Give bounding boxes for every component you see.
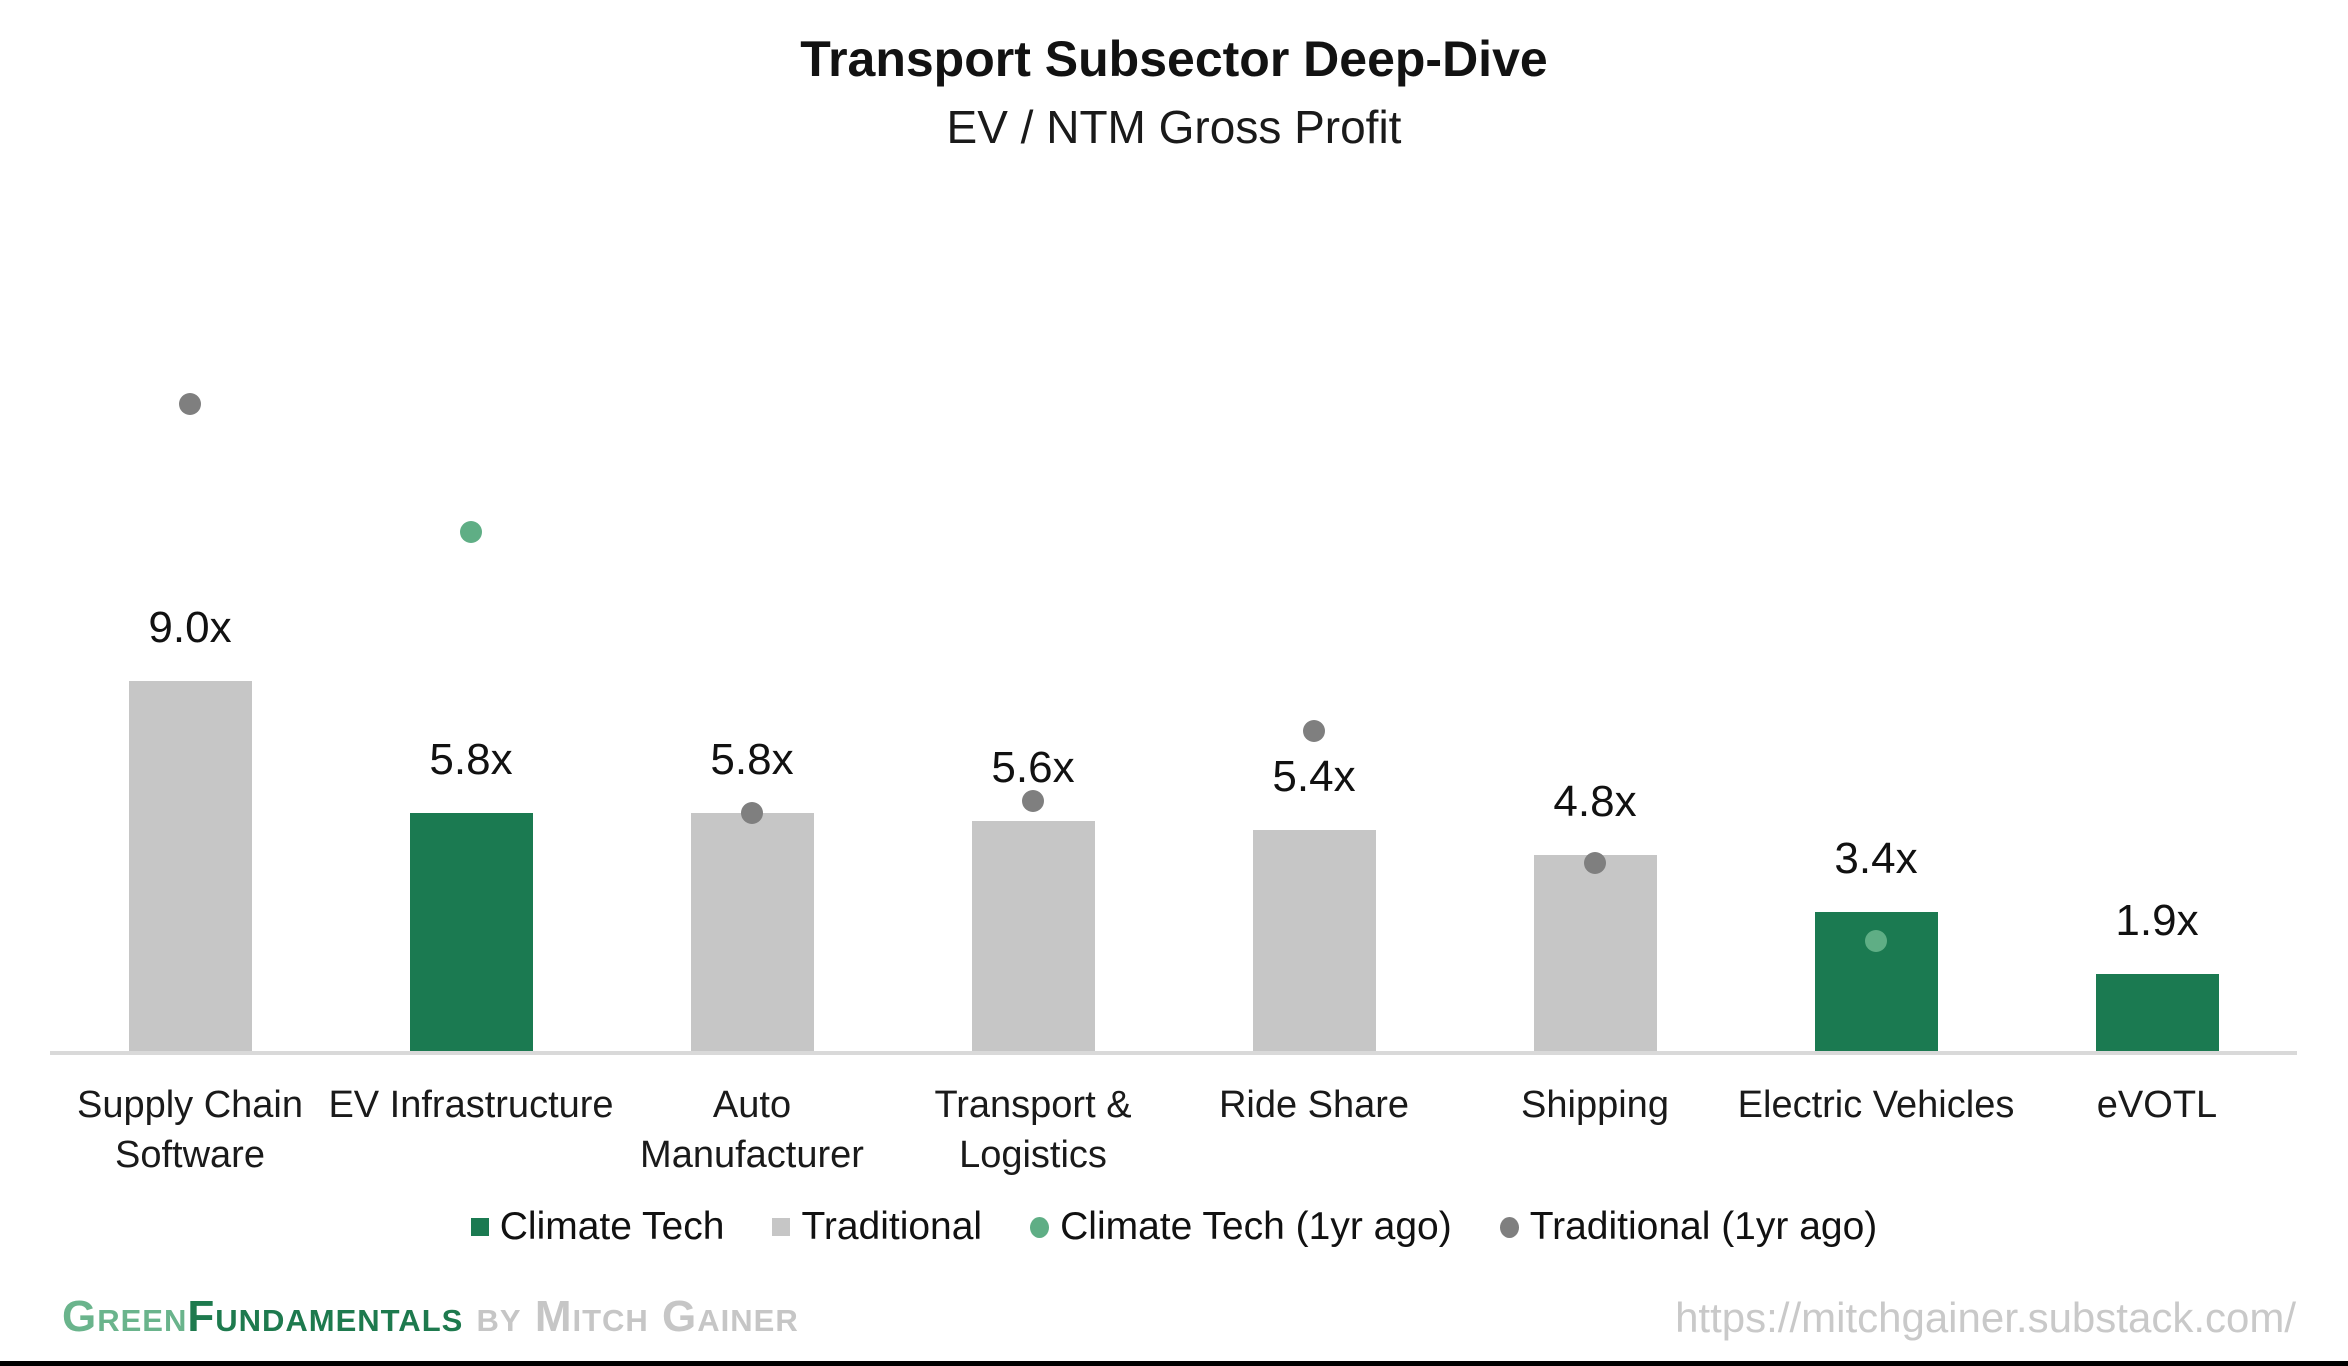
bar-value-label-shipping: 4.8x	[1553, 777, 1637, 826]
legend-label: Climate Tech (1yr ago)	[1060, 1205, 1452, 1248]
brand-logo: GreenFundamentals by Mitch Gainer	[62, 1292, 799, 1342]
dot-1yr-ago-transport-logistics	[1022, 790, 1044, 812]
dot-1yr-ago-shipping	[1584, 852, 1606, 874]
brand-dark-text: Fundamentals	[187, 1292, 464, 1341]
legend-item-traditional: Traditional	[772, 1205, 982, 1249]
brand-byline: by Mitch Gainer	[463, 1292, 799, 1341]
traditional-dot-icon	[1499, 1216, 1519, 1238]
bar-shipping	[1533, 855, 1657, 1053]
bar-auto-manufacturer	[690, 813, 814, 1053]
bar-value-label-transport-logistics: 5.6x	[991, 743, 1075, 792]
x-axis-label-shipping: Shipping	[1521, 1084, 1669, 1126]
climate-tech-square-icon	[470, 1218, 489, 1236]
bar-value-label-ride-share: 5.4x	[1272, 752, 1356, 801]
legend-label: Traditional	[801, 1205, 983, 1248]
dot-1yr-ago-auto-manufacturer	[741, 802, 763, 824]
bar-ride-share	[1252, 830, 1376, 1053]
title-block: Transport Subsector Deep-Dive EV / NTM G…	[0, 30, 2348, 154]
dot-1yr-ago-supply-chain-software	[179, 393, 201, 415]
footer-url: https://mitchgainer.substack.com/	[1675, 1294, 2296, 1341]
bar-transport-logistics	[971, 821, 1095, 1053]
chart-subtitle: EV / NTM Gross Profit	[946, 101, 1402, 153]
x-axis-line	[50, 1051, 2297, 1055]
dot-1yr-ago-ride-share	[1303, 720, 1325, 742]
bar-value-label-ev-infrastructure: 5.8x	[429, 735, 513, 784]
bar-value-label-supply-chain-software: 9.0x	[148, 603, 232, 652]
bar-supply-chain-software	[128, 681, 252, 1053]
climate-tech-dot-icon	[1030, 1216, 1050, 1238]
brand-green-text: Green	[62, 1292, 188, 1341]
x-axis-label-supply-chain-software: Supply Chain Software	[76, 1084, 304, 1176]
bar-value-label-auto-manufacturer: 5.8x	[710, 735, 794, 784]
x-axis-label-ev-infrastructure: EV Infrastructure	[328, 1084, 614, 1126]
bar-value-label-evotl: 1.9x	[2115, 896, 2199, 945]
bottom-edge-line	[0, 1361, 2348, 1366]
bar-ev-infrastructure	[409, 813, 533, 1053]
bar-evotl	[2095, 974, 2219, 1053]
x-axis-label-auto-manufacturer: Auto Manufacturer	[640, 1084, 864, 1176]
chart-plot: 9.0x 5.8x 5.8x 5.6x 5.4x 4.8x 3.4x 1.9x	[0, 160, 2348, 1053]
x-axis-label-ride-share: Ride Share	[1218, 1084, 1410, 1126]
legend-label: Traditional (1yr ago)	[1529, 1205, 1878, 1248]
legend-item-climate-tech: Climate Tech	[470, 1205, 725, 1249]
x-axis-label-evotl: eVOTL	[2096, 1084, 2218, 1126]
legend: Climate Tech Traditional Climate Tech (1…	[0, 1205, 2348, 1249]
legend-item-climate-tech-1yr: Climate Tech (1yr ago)	[1030, 1205, 1452, 1249]
bar-value-label-electric-vehicles: 3.4x	[1834, 834, 1918, 883]
x-axis-label-electric-vehicles: Electric Vehicles	[1737, 1084, 2015, 1126]
legend-item-traditional-1yr: Traditional (1yr ago)	[1499, 1205, 1878, 1249]
legend-label: Climate Tech	[499, 1205, 725, 1248]
x-axis-label-transport-logistics: Transport & Logistics	[934, 1084, 1132, 1176]
traditional-square-icon	[772, 1218, 791, 1236]
chart-title: Transport Subsector Deep-Dive	[800, 31, 1548, 87]
dot-1yr-ago-ev-infrastructure	[460, 521, 482, 543]
dot-1yr-ago-electric-vehicles	[1865, 930, 1887, 952]
